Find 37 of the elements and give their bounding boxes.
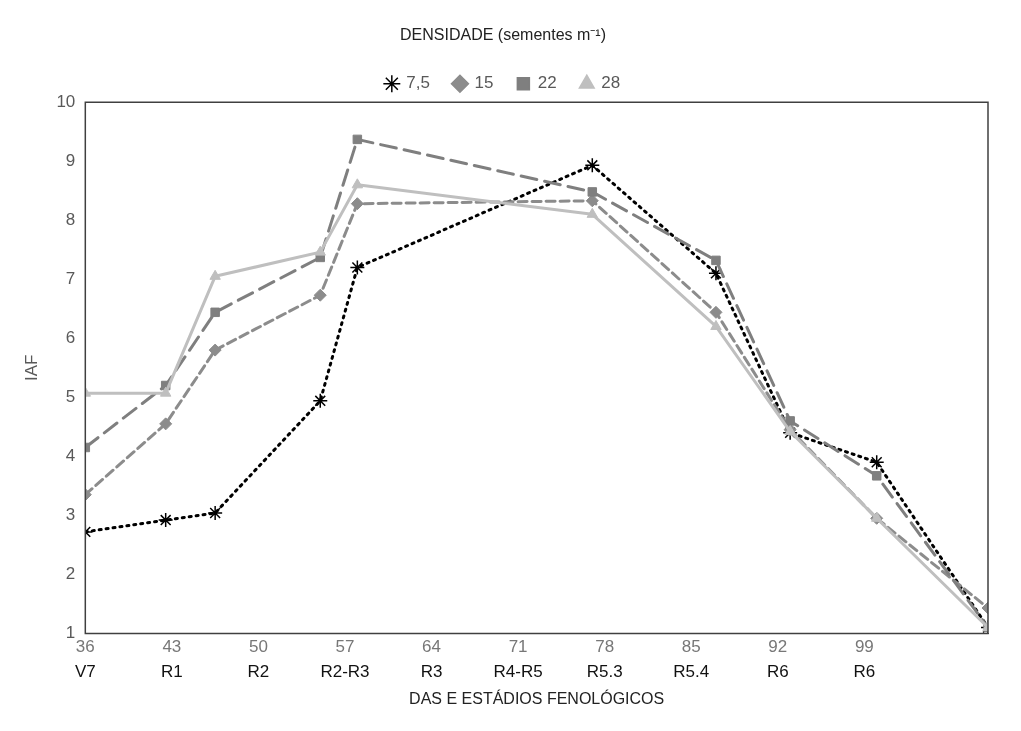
y-tick-label: 10 [56, 91, 76, 111]
x-tick-label: 36 [75, 637, 95, 657]
x-tick-label: 85 [681, 637, 701, 657]
text: R2-R3 [320, 661, 370, 681]
y-axis-title: IAF [21, 354, 41, 382]
x-tick-label: 64 [422, 637, 442, 657]
y-tick-label: 8 [65, 209, 76, 229]
x-tick-label: 99 [854, 637, 874, 657]
legend-title: DENSIDADE (sementes m⁻¹) [400, 26, 606, 44]
text: R1 [161, 661, 183, 681]
text: R5.4 [673, 661, 710, 681]
text: R3 [420, 661, 443, 681]
text: V7 [74, 661, 96, 681]
x-tick-label: 43 [162, 637, 182, 657]
y-tick-label: 9 [65, 150, 76, 170]
x-axis-title: DAS E ESTÁDIOS FENOLÓGICOS [409, 688, 665, 707]
y-tick-label: 4 [65, 446, 76, 466]
y-tick-label: 1 [65, 623, 76, 643]
x-tick-label: 71 [508, 637, 528, 657]
x-tick-label: 50 [248, 637, 268, 657]
y-tick-label: 7 [65, 268, 76, 288]
x-tick-label: 92 [768, 637, 788, 657]
y-tick-label: 3 [65, 505, 76, 525]
legend-label: 22 [537, 73, 557, 93]
text: R2 [247, 661, 270, 681]
text: R5.3 [586, 661, 623, 681]
text: R4-R5 [493, 661, 543, 681]
x-tick-label: 78 [595, 637, 615, 657]
text: R6 [766, 661, 789, 681]
text: R6 [853, 661, 876, 681]
legend-label: 28 [601, 73, 621, 93]
y-tick-label: 6 [65, 327, 76, 347]
y-tick-label: 2 [65, 564, 76, 584]
legend-label: 15 [474, 73, 494, 93]
legend-label: 7,5 [406, 73, 430, 93]
y-tick-label: 5 [65, 387, 76, 406]
x-tick-label: 57 [335, 637, 355, 657]
